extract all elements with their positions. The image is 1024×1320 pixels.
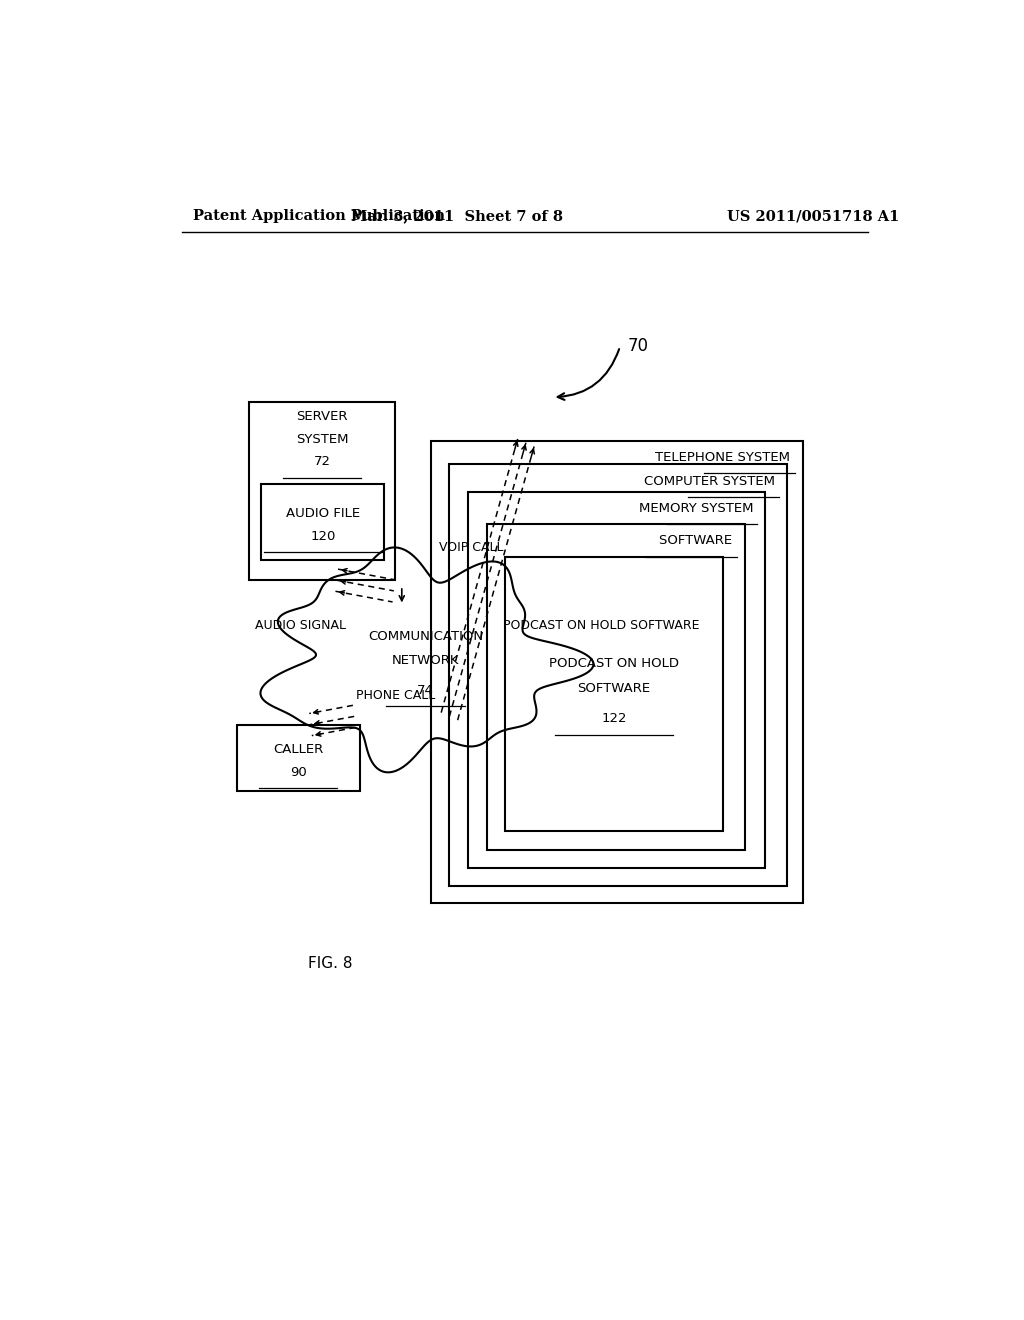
Text: 90: 90 — [290, 766, 306, 779]
Text: SOFTWARE: SOFTWARE — [659, 535, 736, 548]
Text: 122: 122 — [601, 713, 627, 725]
Text: PODCAST ON HOLD: PODCAST ON HOLD — [549, 657, 679, 671]
Text: AUDIO SIGNAL: AUDIO SIGNAL — [255, 619, 346, 632]
Bar — [237, 725, 359, 791]
Text: SOFTWARE: SOFTWARE — [578, 682, 650, 696]
Text: 72: 72 — [313, 455, 331, 469]
Text: FIG. 8: FIG. 8 — [308, 956, 352, 972]
Text: SERVER: SERVER — [296, 411, 348, 424]
Text: 120: 120 — [310, 529, 336, 543]
Text: SYSTEM: SYSTEM — [296, 433, 348, 446]
Bar — [261, 483, 384, 560]
Text: COMMUNICATION: COMMUNICATION — [368, 630, 483, 643]
Text: PHONE CALL: PHONE CALL — [355, 689, 435, 701]
Bar — [450, 465, 786, 886]
Text: US 2011/0051718 A1: US 2011/0051718 A1 — [727, 210, 899, 223]
Text: MEMORY SYSTEM: MEMORY SYSTEM — [639, 502, 758, 515]
Bar — [249, 403, 395, 581]
Text: VOIP CALL: VOIP CALL — [439, 541, 504, 554]
Text: TELEPHONE SYSTEM: TELEPHONE SYSTEM — [655, 451, 795, 465]
Text: CALLER: CALLER — [273, 743, 324, 756]
Text: AUDIO FILE: AUDIO FILE — [286, 507, 359, 520]
Text: Patent Application Publication: Patent Application Publication — [194, 210, 445, 223]
Text: 70: 70 — [628, 338, 649, 355]
Text: NETWORK: NETWORK — [392, 653, 460, 667]
Text: COMPUTER SYSTEM: COMPUTER SYSTEM — [643, 474, 779, 487]
Bar — [505, 557, 723, 832]
Polygon shape — [260, 548, 594, 772]
Bar — [468, 492, 765, 867]
Text: 74: 74 — [417, 684, 434, 697]
Text: Mar. 3, 2011  Sheet 7 of 8: Mar. 3, 2011 Sheet 7 of 8 — [351, 210, 563, 223]
Text: PODCAST ON HOLD SOFTWARE: PODCAST ON HOLD SOFTWARE — [503, 619, 699, 632]
Bar — [486, 524, 744, 850]
Bar — [431, 441, 803, 903]
